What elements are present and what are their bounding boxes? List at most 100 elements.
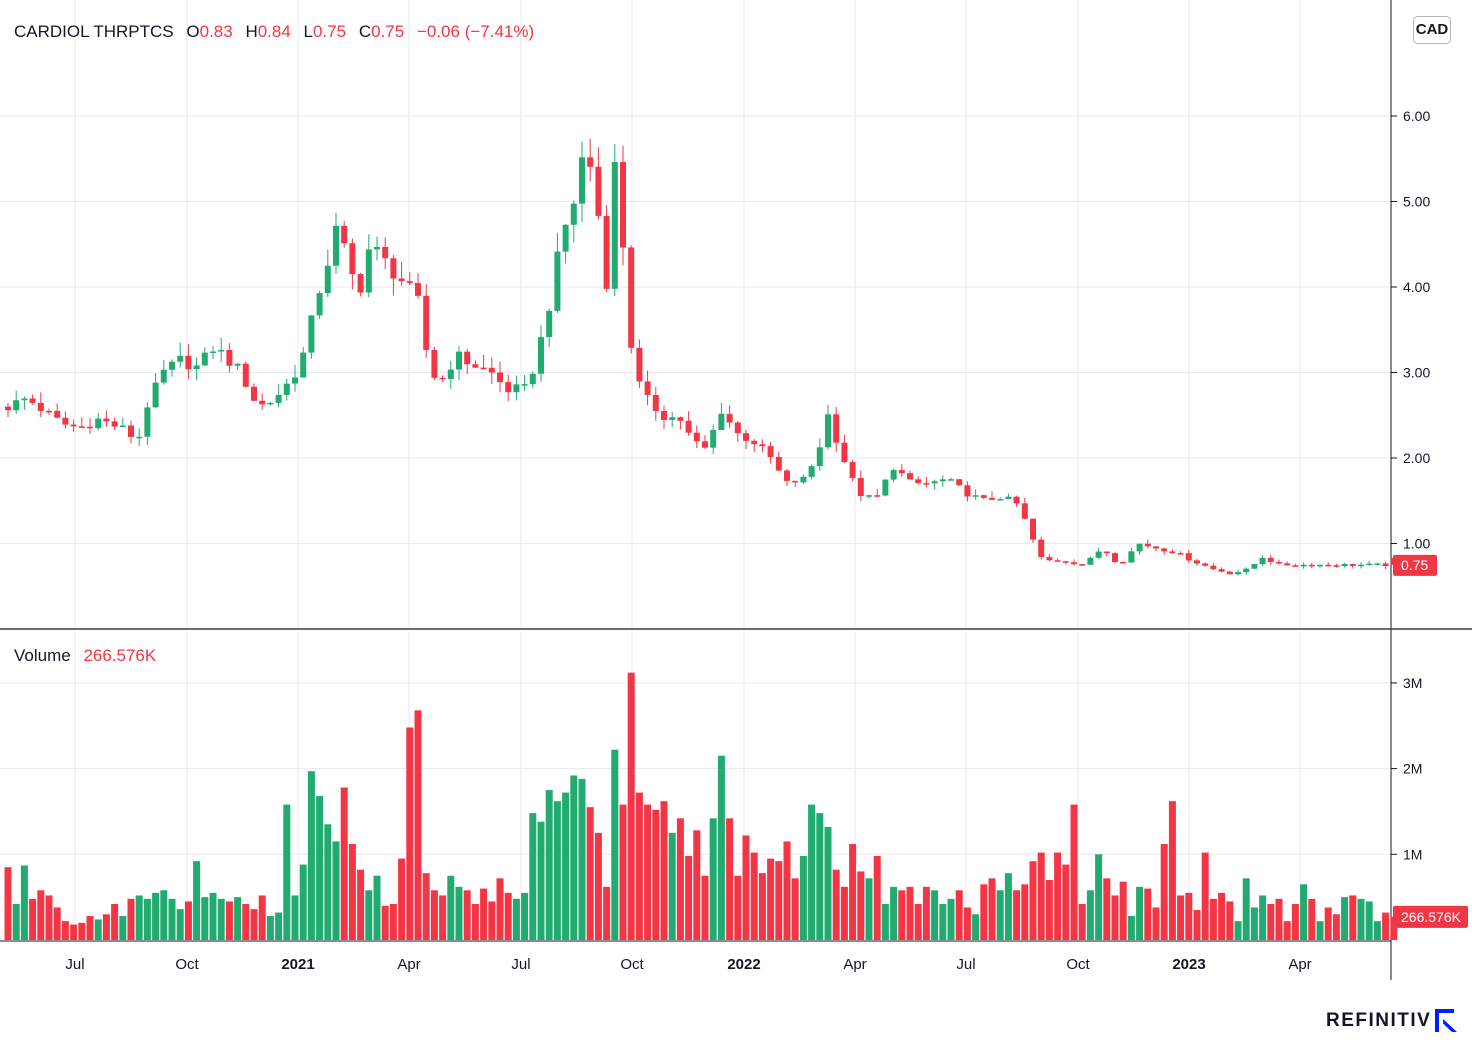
volume-bar: [4, 867, 12, 940]
volume-bar: [545, 790, 553, 940]
volume-bar: [521, 892, 529, 940]
volume-label: Volume: [14, 646, 71, 665]
time-tick-label: Apr: [843, 956, 866, 973]
volume-bar: [480, 888, 488, 940]
candle-body: [529, 373, 536, 385]
volume-bar: [430, 890, 438, 940]
volume-bar: [709, 818, 717, 940]
volume-bar: [471, 904, 479, 940]
volume-bar: [1029, 861, 1037, 940]
volume-bar: [783, 841, 791, 940]
volume-bar: [1119, 881, 1127, 940]
volume-bar: [94, 919, 102, 940]
time-tick-label: Oct: [620, 956, 644, 973]
volume-bar: [381, 905, 389, 940]
volume-tick-label: 2M: [1403, 761, 1422, 777]
close-value: 0.75: [371, 22, 405, 41]
volume-bar: [1201, 852, 1209, 940]
volume-bar: [299, 864, 307, 940]
volume-bar: [1250, 907, 1258, 940]
volume-bar: [193, 861, 201, 940]
volume-bar: [701, 875, 709, 940]
volume-bar: [414, 710, 422, 940]
candle-body: [1382, 563, 1389, 567]
candle-body: [1021, 503, 1028, 519]
price-tick-label: 4.00: [1403, 279, 1430, 295]
candle-body: [431, 349, 438, 378]
volume-bar: [496, 878, 504, 940]
candle-body: [1267, 557, 1274, 562]
volume-bar: [373, 875, 381, 940]
volume-bar: [45, 895, 53, 940]
candle-body: [1308, 564, 1315, 567]
candle-body: [406, 281, 413, 284]
open-value: 0.83: [199, 22, 233, 41]
last-volume-tag: 266.576K: [1401, 909, 1462, 925]
candle-body: [169, 361, 175, 370]
volume-bar: [1144, 888, 1152, 940]
volume-tick-label: 1M: [1403, 846, 1422, 862]
candle-body: [825, 414, 831, 448]
candle-body: [316, 293, 323, 316]
candle-body: [423, 295, 430, 350]
candle-body: [46, 410, 52, 413]
candle-body: [1144, 543, 1151, 547]
candle-body: [259, 400, 266, 405]
candle-body: [480, 367, 487, 370]
close-label: C: [358, 22, 372, 41]
volume-bar: [1332, 914, 1340, 940]
candle-body: [792, 480, 799, 483]
volume-bar: [775, 861, 783, 940]
candle-body: [1300, 564, 1307, 567]
volume-bar: [1037, 852, 1045, 940]
volume-bar: [791, 878, 799, 940]
low-value: 0.75: [313, 22, 347, 41]
time-tick-label: Oct: [1066, 956, 1090, 973]
candle-body: [718, 413, 725, 431]
candle-body: [128, 425, 134, 437]
volume-bar: [816, 813, 824, 940]
currency-button[interactable]: CAD: [1413, 16, 1451, 44]
volume-bar: [676, 818, 684, 940]
candle-body: [275, 394, 282, 403]
candle-body: [751, 440, 758, 445]
volume-bar: [685, 856, 693, 940]
volume-bar: [1004, 873, 1012, 940]
volume-bar: [463, 890, 471, 940]
candle-body: [29, 398, 36, 403]
volume-bar: [53, 907, 61, 940]
candle-body: [849, 462, 856, 478]
volume-bar: [1095, 854, 1103, 940]
volume-bar: [389, 904, 397, 940]
candle-body: [1185, 553, 1192, 561]
candle-body: [111, 421, 118, 427]
volume-bar: [152, 892, 160, 940]
candle-body: [1284, 563, 1291, 566]
volume-bar: [70, 924, 78, 940]
candle-body: [1120, 561, 1127, 564]
price-tick-label: 1.00: [1403, 536, 1430, 552]
volume-bar: [135, 895, 143, 940]
volume-bar: [1242, 878, 1250, 940]
volume-bar: [603, 886, 611, 940]
volume-bar: [1078, 904, 1086, 940]
candle-body: [1243, 568, 1250, 573]
volume-bar: [12, 904, 20, 940]
candle-body: [267, 402, 274, 405]
candle-body: [989, 497, 995, 500]
candle-body: [374, 246, 380, 250]
candle-body: [1136, 543, 1143, 552]
volume-bar: [1127, 916, 1135, 940]
candle-body: [1259, 557, 1266, 565]
volume-bar: [1226, 901, 1234, 940]
volume-bar: [865, 878, 873, 940]
volume-bar: [1365, 901, 1373, 940]
volume-bar: [332, 841, 340, 940]
volume-bar: [1275, 898, 1283, 940]
candle-body: [1030, 518, 1036, 540]
candle-body: [800, 476, 807, 483]
volume-bar: [86, 916, 94, 940]
candle-body: [907, 473, 913, 480]
candle-body: [677, 417, 684, 421]
candle-body: [775, 456, 782, 471]
